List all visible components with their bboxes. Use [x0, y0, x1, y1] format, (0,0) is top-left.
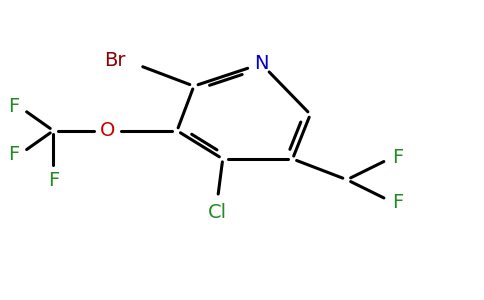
Text: O: O	[100, 121, 115, 140]
Text: N: N	[254, 54, 269, 73]
Text: Cl: Cl	[208, 203, 227, 223]
Text: Br: Br	[104, 51, 125, 70]
Text: F: F	[8, 98, 20, 116]
Text: F: F	[392, 193, 403, 211]
Text: F: F	[392, 148, 403, 167]
Text: F: F	[48, 171, 59, 190]
Text: F: F	[8, 145, 20, 164]
